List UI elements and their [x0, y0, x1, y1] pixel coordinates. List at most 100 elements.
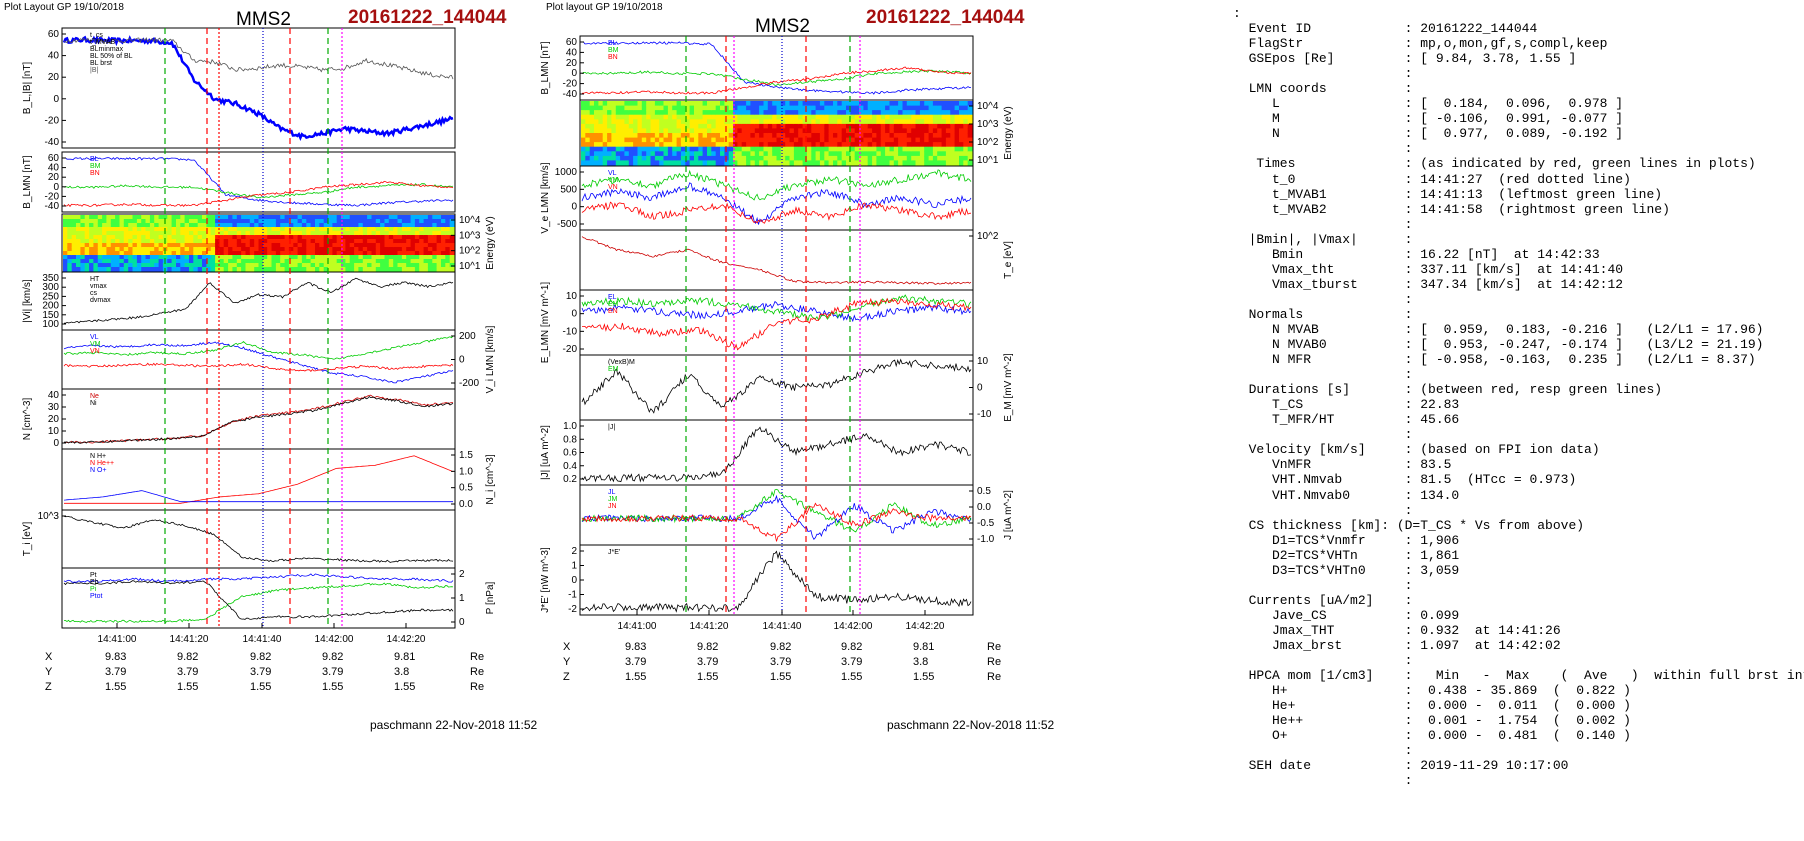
spectrogram-cell — [902, 160, 908, 166]
spectrogram-cell — [924, 101, 929, 107]
spectrogram-cell — [141, 247, 146, 252]
spectrogram-cell — [646, 155, 651, 161]
spectrogram-cell — [841, 137, 847, 143]
spectrogram-cell — [776, 142, 782, 148]
spectrogram-cell — [728, 155, 734, 161]
spectrogram-cell — [93, 267, 99, 272]
spectrogram-cell — [763, 146, 769, 152]
ephemeris-value: 9.82 — [177, 651, 199, 663]
info-line: t_MVAB2 : 14:41:58 (rightmost green line… — [1233, 201, 1670, 217]
spectrogram-cell — [746, 105, 751, 111]
spectrogram-cell — [737, 137, 743, 143]
spectrogram-cell — [228, 215, 233, 220]
spectrogram-cell — [628, 128, 634, 134]
spectrogram-cell — [297, 235, 303, 240]
spectrogram-cell — [646, 142, 651, 148]
spectrogram-cell — [380, 267, 385, 272]
spectrogram-cell — [341, 215, 346, 220]
spectrogram-cell — [288, 223, 294, 228]
spectrogram-cell — [607, 160, 612, 166]
spectrogram-cell — [310, 255, 316, 260]
legend-entry: JN — [608, 503, 617, 510]
spectrogram-cell — [293, 259, 299, 264]
spectrogram-cell — [280, 215, 285, 220]
spectrogram-cell — [97, 215, 103, 220]
spectrogram-cell — [715, 137, 721, 143]
spectrogram-cell — [328, 255, 333, 260]
spectrogram-cell — [76, 215, 81, 220]
spectrogram-cell — [410, 263, 416, 268]
legend-entry: Pb — [90, 579, 99, 586]
y-tick-label: 10^1 — [459, 261, 481, 272]
spectrogram-cell — [928, 146, 934, 152]
spectrogram-cell — [262, 227, 268, 232]
spectrogram-cell — [646, 146, 651, 152]
spectrogram-cell — [941, 110, 947, 116]
spectrogram-cell — [249, 231, 255, 236]
spectrogram-cell — [928, 155, 934, 161]
spectrogram-cell — [824, 146, 830, 152]
spectrogram-cell — [254, 247, 259, 252]
y-tick-label: 20 — [48, 72, 60, 83]
spectrogram-cell — [919, 146, 925, 152]
spectrogram-cell — [149, 259, 155, 264]
spectrogram-cell — [602, 137, 608, 143]
spectrogram-cell — [620, 114, 625, 120]
spectrogram-cell — [733, 151, 738, 157]
spectrogram-cell — [80, 215, 86, 220]
spectrogram-cell — [414, 255, 420, 260]
info-line: He++ : 0.001 - 1.754 ( 0.002 ) — [1233, 713, 1631, 729]
spectrogram-cell — [793, 133, 799, 139]
spectrogram-cell — [119, 215, 125, 220]
spectrogram-cell — [106, 251, 112, 256]
spectrogram-cell — [746, 128, 751, 134]
spectrogram-cell — [772, 160, 777, 166]
spectrogram-cell — [189, 243, 194, 248]
spectrogram-cell — [215, 231, 220, 236]
spectrogram-cell — [602, 105, 608, 111]
y-tick-label: 40 — [566, 47, 578, 58]
spectrogram-cell — [354, 223, 359, 228]
spectrogram-cell — [928, 142, 934, 148]
spectrogram-cell — [223, 263, 229, 268]
ephemeris-value: 1.55 — [841, 671, 863, 683]
info-line: Jave_CS : 0.099 — [1233, 607, 1460, 623]
spectrogram-cell — [672, 123, 677, 129]
spectrogram-cell — [702, 155, 708, 161]
spectrogram-cell — [846, 105, 851, 111]
spectrogram-cell — [963, 160, 969, 166]
spectrogram-cell — [197, 235, 203, 240]
spectrogram-cell — [132, 215, 138, 220]
spectrogram-cell — [419, 243, 424, 248]
spectrogram-cell — [937, 155, 942, 161]
y-tick-label: 1 — [571, 561, 577, 572]
spectrogram-cell — [776, 133, 782, 139]
spectrogram-cell — [297, 259, 303, 264]
spectrogram-cell — [267, 267, 272, 272]
spectrogram-cell — [349, 231, 355, 236]
spectrogram-cell — [241, 235, 246, 240]
y-tick-label: -40 — [45, 201, 60, 212]
spectrogram-cell — [445, 239, 451, 244]
spectrogram-cell — [819, 155, 825, 161]
spectrogram-cell — [963, 110, 969, 116]
info-line: Normals : — [1233, 306, 1413, 322]
spectrogram-cell — [89, 247, 94, 252]
ephemeris-value: 9.81 — [394, 651, 416, 663]
info-line: N MVAB0 : [ 0.953, -0.247, -0.174 ] (L3/… — [1233, 337, 1764, 353]
spectrogram-cell — [445, 235, 451, 240]
spectrogram-cell — [694, 110, 699, 116]
y-tick-label: 10 — [48, 426, 60, 437]
spectrogram-cell — [833, 146, 838, 152]
spectrogram-cell — [785, 133, 790, 139]
spectrogram-cell — [754, 146, 760, 152]
spectrogram-cell — [963, 105, 969, 111]
spectrogram-cell — [898, 137, 903, 143]
spectrogram-cell — [149, 255, 155, 260]
spectrogram-cell — [306, 239, 312, 244]
spectrogram-cell — [889, 142, 895, 148]
spectrogram-cell — [754, 101, 760, 107]
spectrogram-cell — [315, 267, 320, 272]
spectrogram-cell — [423, 243, 429, 248]
